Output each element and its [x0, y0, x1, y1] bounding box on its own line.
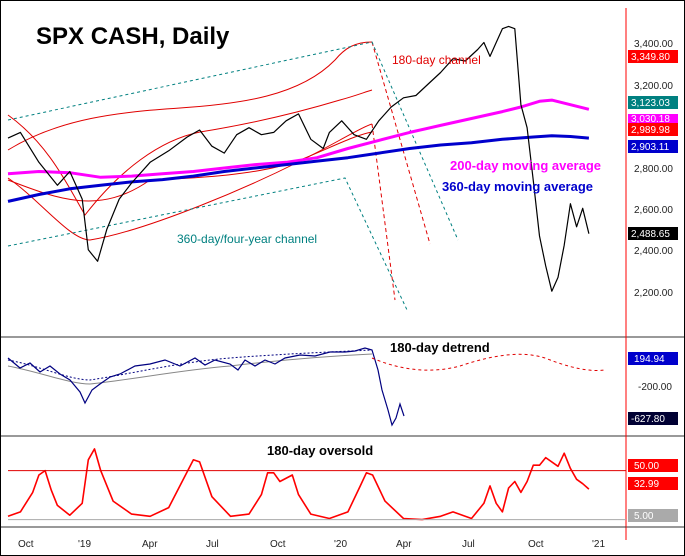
price-badge-180-mid: 2,989.98 — [628, 123, 678, 136]
x-tick-label: Jul — [462, 539, 475, 550]
oversold-badge-current: 32.99 — [628, 477, 678, 490]
oversold-series-line — [7, 448, 590, 521]
price-series-group — [7, 25, 590, 292]
price-badge-360-ma: 2,903.11 — [628, 140, 678, 153]
oversold-badge-5: 5.00 — [628, 509, 678, 522]
x-tick-label: Oct — [528, 539, 544, 550]
badge-label: 2,989.98 — [631, 125, 670, 136]
y-tick-label: 2,400.00 — [634, 246, 673, 257]
detrend-baseline-line — [7, 353, 373, 385]
annotation-360-day-four-year-channel: 360-day/four-year channel — [177, 232, 317, 246]
channel-180-upper-line — [7, 41, 373, 151]
price-badge-180-upper: 3,349.80 — [628, 50, 678, 63]
badge-label: 2,488.65 — [631, 229, 670, 240]
annotation-180-day-detrend: 180-day detrend — [390, 340, 490, 355]
channel-360-upper-line — [7, 41, 459, 241]
detrend-projection-line — [371, 353, 605, 371]
x-axis: Oct '19 Apr Jul Oct '20 Apr Jul Oct '21 — [8, 526, 626, 550]
annotation-180-day-channel: 180-day channel — [392, 53, 481, 67]
channel-180-lower-line — [7, 123, 373, 241]
badge-label: 3,123.03 — [631, 98, 670, 109]
annotation-180-day-oversold: 180-day oversold — [267, 443, 373, 458]
badge-label: -627.80 — [631, 414, 665, 425]
channel-180-bottom-line — [7, 131, 373, 202]
channel-360-lower-line — [7, 177, 409, 313]
detrend-badge-upper: 194.94 — [628, 352, 678, 365]
x-tick-label: Jul — [206, 539, 219, 550]
badge-label: 3,030.18 — [631, 114, 670, 125]
x-tick-label: '19 — [78, 539, 91, 550]
y-tick-label: 2,600.00 — [634, 205, 673, 216]
x-tick-label: '20 — [334, 539, 347, 550]
oversold-panel: 180-day oversold 50.00 32.99 5.00 — [7, 443, 678, 522]
x-tick-label: Oct — [270, 539, 286, 550]
badge-label: 2,903.11 — [631, 142, 670, 153]
channel-180-day — [7, 41, 431, 301]
price-y-axis: 3,400.00 3,200.00 2,800.00 2,600.00 2,40… — [634, 39, 673, 299]
y-tick-label: 2,200.00 — [634, 288, 673, 299]
detrend-y-tick-label: -200.00 — [638, 382, 672, 393]
x-tick-label: '21 — [592, 539, 605, 550]
detrend-badge-lower: -627.80 — [628, 412, 678, 425]
badge-label: 5.00 — [634, 511, 654, 522]
moving-average-200-line — [7, 98, 590, 179]
price-badge-200-ma: 3,030.18 — [628, 114, 678, 125]
annotation-200-day-moving-average: 200-day moving average — [450, 158, 601, 173]
y-tick-label: 2,800.00 — [634, 164, 673, 175]
badge-label: 3,349.80 — [631, 52, 670, 63]
x-tick-label: Apr — [142, 539, 158, 550]
moving-average-360-line — [7, 134, 590, 203]
oversold-badge-50: 50.00 — [628, 459, 678, 472]
price-badges: 3,349.80 3,123.03 3,030.18 2,989.98 2,90… — [628, 50, 678, 240]
annotation-360-day-moving-average: 360-day moving average — [442, 179, 593, 194]
y-tick-label: 3,200.00 — [634, 81, 673, 92]
price-badge-last-close: 2,488.65 — [628, 227, 678, 240]
price-badge-teal: 3,123.03 — [628, 96, 678, 109]
y-tick-label: 3,400.00 — [634, 39, 673, 50]
detrend-series-line — [7, 347, 405, 427]
channel-360-day — [7, 41, 459, 313]
badge-label: 194.94 — [634, 354, 665, 365]
channel-180-mid-red-line — [7, 89, 373, 216]
x-tick-label: Apr — [396, 539, 412, 550]
badge-label: 32.99 — [634, 479, 659, 490]
price-close-line — [7, 25, 590, 292]
x-tick-label: Oct — [18, 539, 34, 550]
channel-180-projection-upper — [371, 41, 431, 245]
chart-title: SPX CASH, Daily — [36, 23, 230, 50]
badge-label: 50.00 — [634, 461, 659, 472]
detrend-panel: 180-day detrend -200.00 194.94 -627.80 — [7, 340, 678, 427]
